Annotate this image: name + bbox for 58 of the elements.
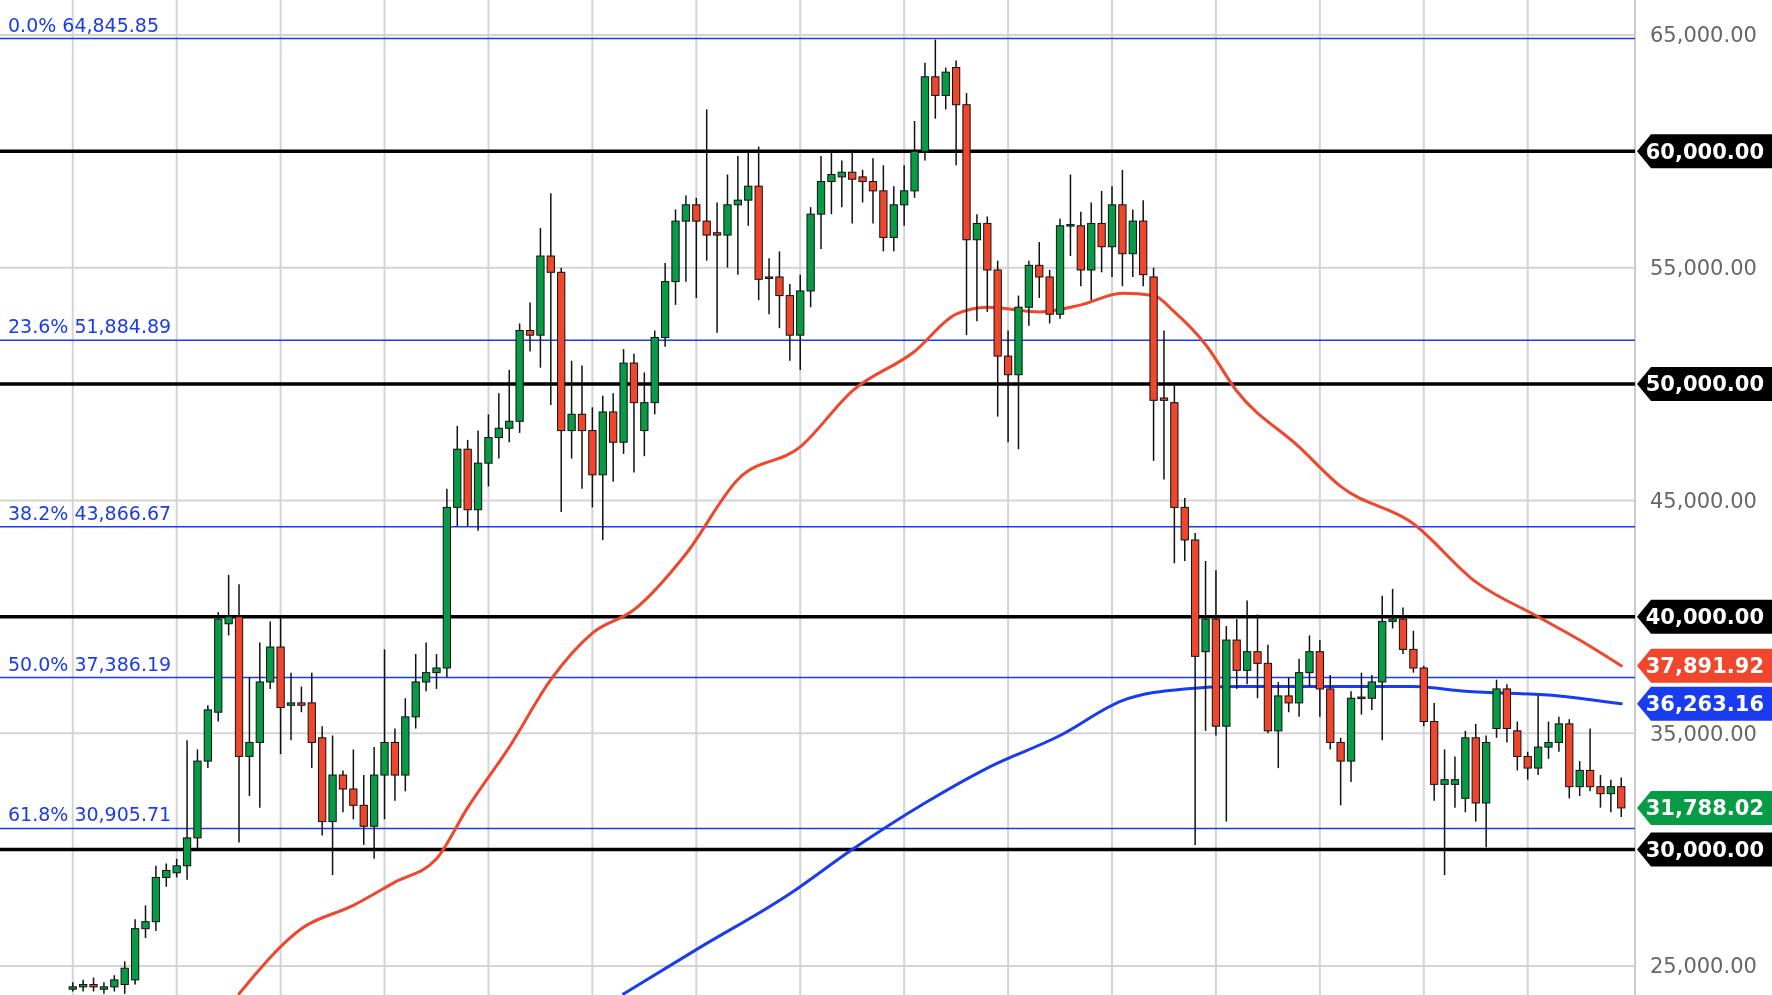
candlestick [525,301,535,353]
candlestick [1440,748,1449,876]
candlestick [775,250,784,329]
candlestick [1003,329,1013,443]
candlestick [848,150,857,225]
candlestick [764,257,774,315]
ref-line-label: 40,000.00 [1645,605,1764,630]
text: 31,788.02 [1645,796,1764,821]
y-tick-label: 35,000.00 [1650,721,1757,746]
data-label: 36,263.16 [1645,692,1764,717]
candlestick [1159,329,1169,481]
candlestick [1305,634,1314,688]
candlestick [900,164,909,227]
candlestick [79,979,88,993]
candlestick [1554,716,1564,753]
candlestick [245,676,254,797]
candlestick [1242,599,1252,686]
candlestick [1066,173,1075,257]
candlestick [1585,727,1595,793]
candlestick [567,360,576,460]
y-tick-label: 55,000.00 [1650,256,1757,281]
candlestick [712,201,722,334]
candlestick [432,653,441,690]
candlestick [972,213,982,322]
candlestick [577,364,587,490]
candlestick [421,641,431,693]
candlestick [286,671,296,741]
candlestick [141,904,150,939]
candlestick [338,769,348,814]
candlestick [681,194,691,283]
ref-line-label: 23.6% 51,884.89 [8,315,172,338]
candlestick [1596,774,1605,809]
candlestick [837,159,846,208]
ref-line-label: 0.0% 64,845.85 [8,13,160,36]
candlestick [1544,720,1553,760]
candlestick [858,169,867,204]
candlestick [1533,695,1543,776]
candlestick [494,392,503,460]
ref-line-label: 61.8% 30,905.71 [8,803,172,826]
y-tick-label: 65,000.00 [1650,23,1757,48]
candlestick [1367,674,1376,711]
candlestick [1450,755,1460,809]
candlestick [1606,778,1615,814]
ref-line-label: 60,000.00 [1645,139,1764,164]
ref-line-label: 30,000.00 [1645,837,1764,862]
y-tick-label: 25,000.00 [1650,954,1757,979]
data-label: 37,891.92 [1645,654,1764,679]
candlestick [546,192,555,406]
ref-line-label: 38.2% 43,866.67 [8,501,172,524]
candlestick [1357,671,1366,716]
y-tick-label: 45,000.00 [1650,488,1757,513]
candlestick [1617,776,1626,818]
ref-line-label: 50,000.00 [1645,372,1764,397]
candlestick [99,981,109,995]
candlestick [868,157,878,225]
ref-line-label: 50.0% 37,386.19 [8,652,172,675]
candlestick [1253,613,1262,699]
candlestick [827,150,836,215]
